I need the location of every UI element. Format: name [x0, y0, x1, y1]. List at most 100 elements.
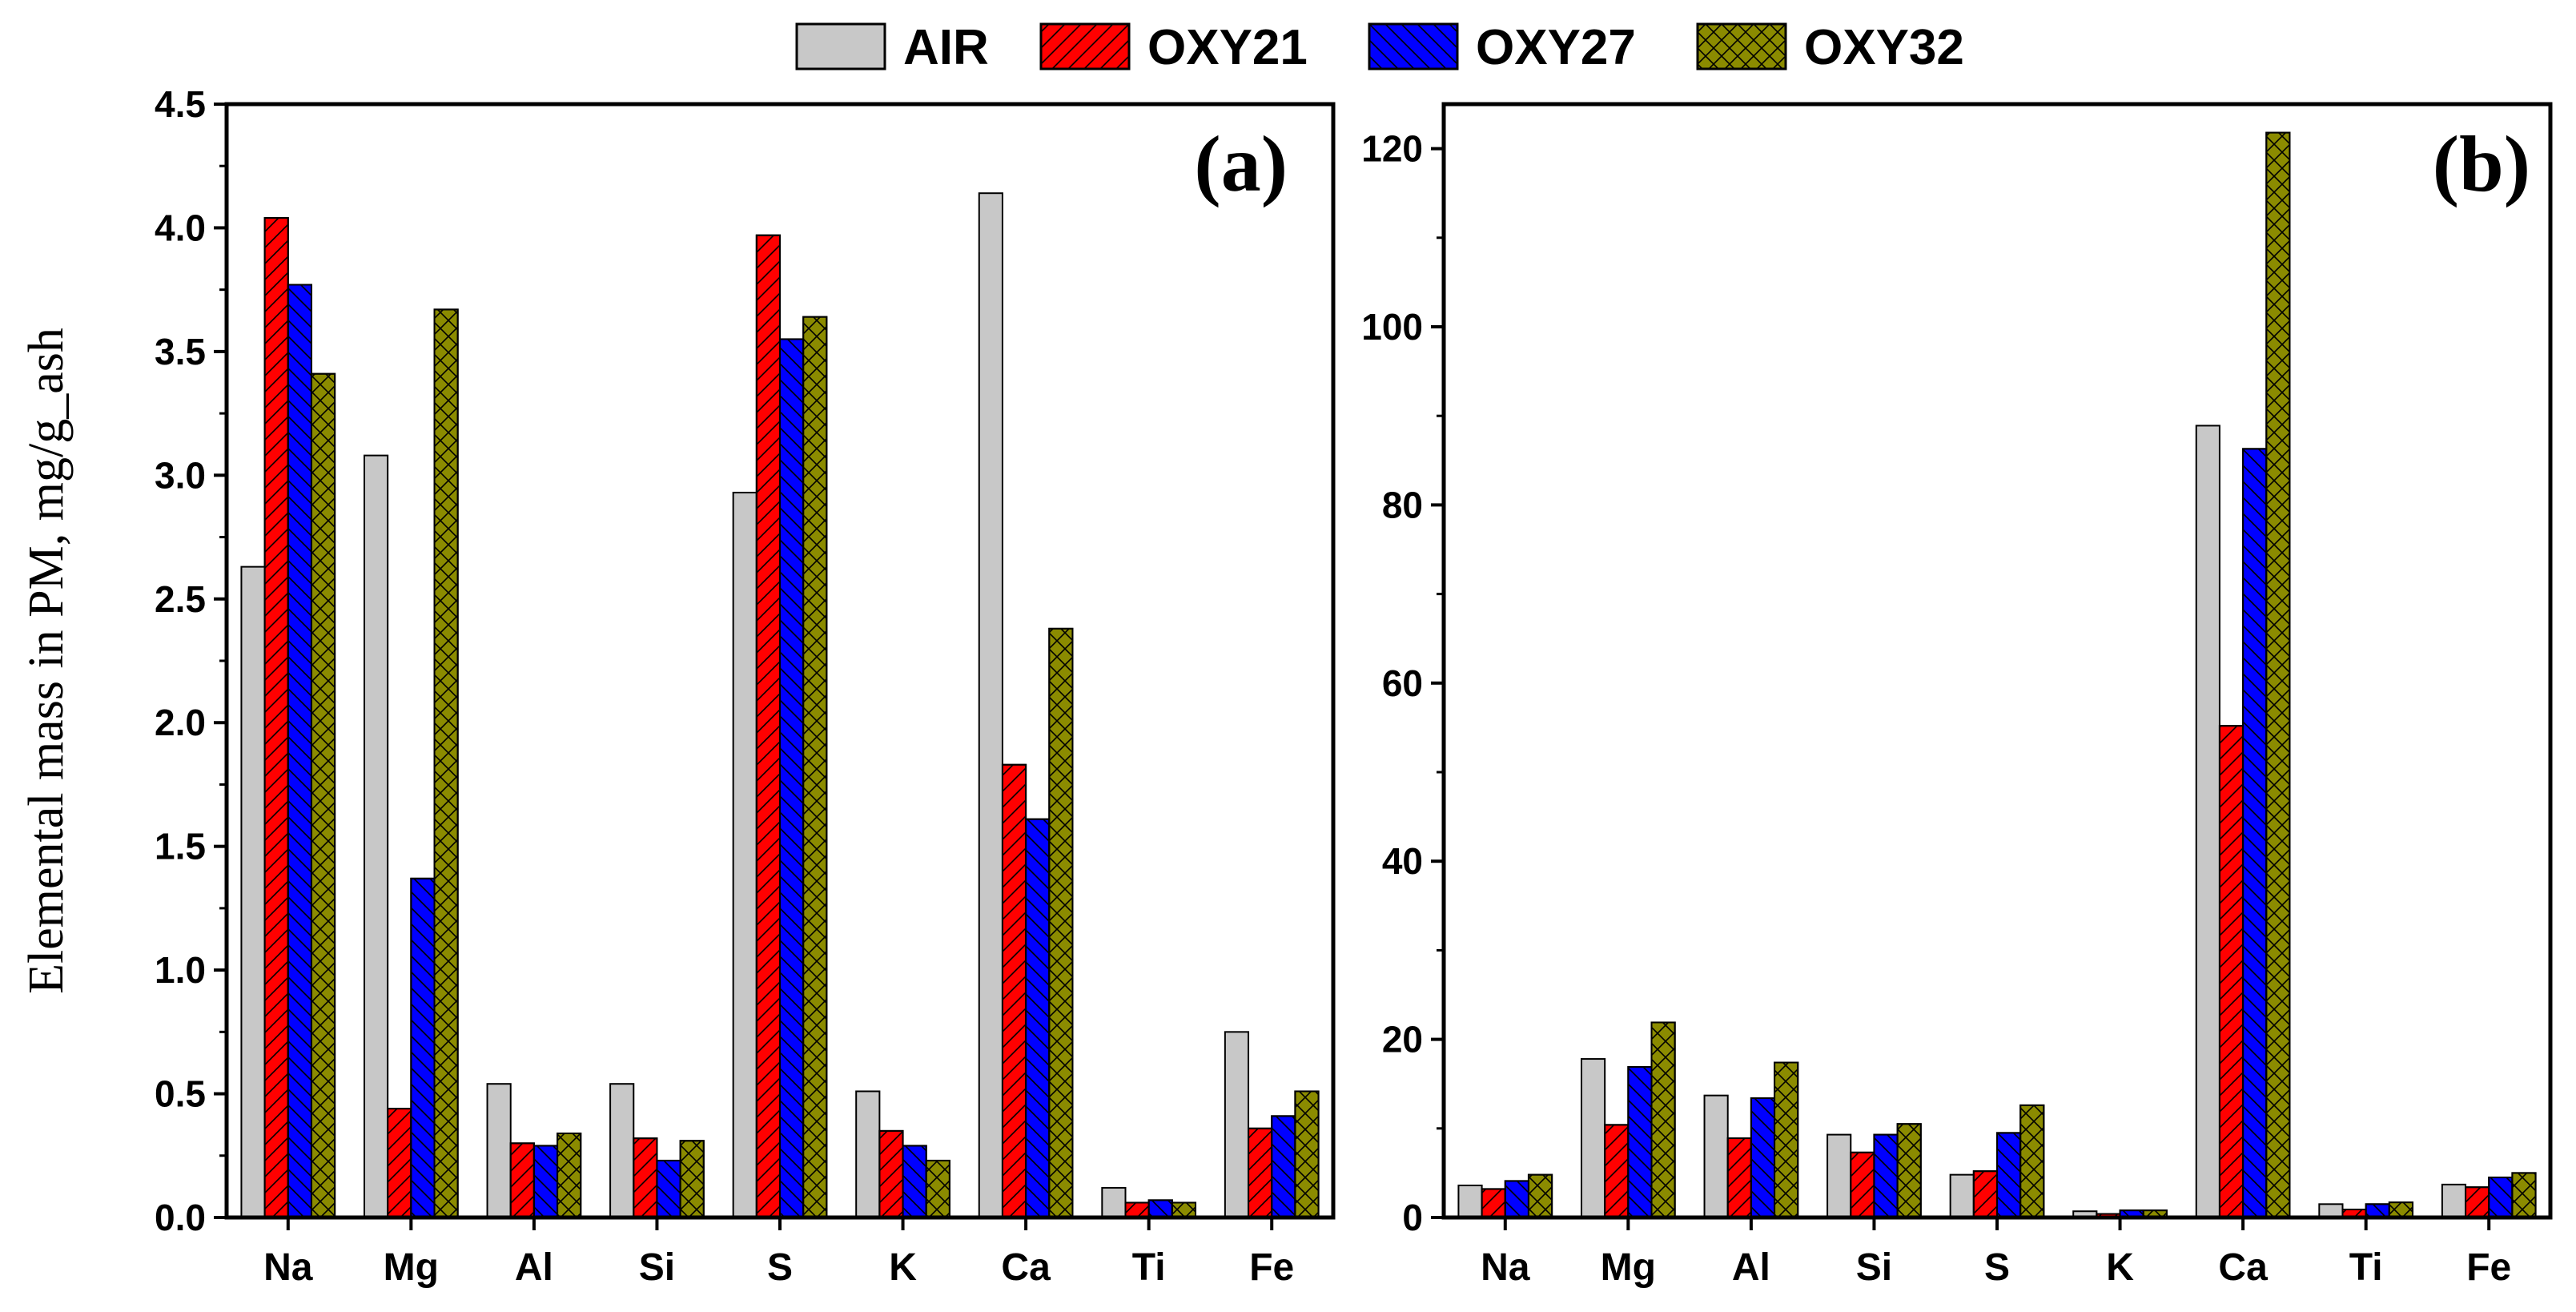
- y-tick-label-a-3-0: 3.0: [155, 454, 206, 496]
- bar-b-mg-oxy27-hatch: [1627, 1066, 1653, 1218]
- bar-b-na-oxy27-hatch: [1504, 1180, 1529, 1219]
- bar-a-al-oxy27-hatch: [532, 1145, 559, 1219]
- y-tick-label-b-0: 0: [1402, 1197, 1423, 1238]
- x-ticks-panel-a: Na Mg Al Si S K Ca Ti Fe: [263, 1217, 1294, 1289]
- bar-a-k-oxy27-hatch: [902, 1145, 927, 1219]
- bar-a-k-air: [855, 1090, 881, 1218]
- y-tick-label-a-1-0: 1.0: [155, 949, 206, 991]
- bar-b-na-air: [1457, 1184, 1483, 1218]
- x-tick-label-b-fe: Fe: [2466, 1246, 2511, 1289]
- bar-a-na-oxy32-hatch: [310, 372, 336, 1219]
- y-tick-label-a-2-5: 2.5: [155, 578, 206, 620]
- y-ticks-panel-b: 0 20 40 60 80 100 120: [1361, 128, 1444, 1238]
- x-tick-label-b-ca: Ca: [2218, 1246, 2268, 1289]
- bar-b-na-oxy32-hatch: [1527, 1173, 1553, 1218]
- bar-b-al-oxy21-hatch: [1726, 1137, 1752, 1219]
- bar-b-mg-air: [1580, 1058, 1606, 1219]
- bar-a-fe-air: [1224, 1031, 1250, 1218]
- x-tick-label-a-s: S: [767, 1246, 793, 1289]
- bar-b-s-oxy21-hatch: [1972, 1170, 1999, 1219]
- bar-b-ca-oxy27-hatch: [2242, 448, 2268, 1218]
- bar-b-si-air: [1827, 1133, 1852, 1218]
- bar-b-al-air: [1703, 1094, 1729, 1219]
- x-tick-label-a-mg: Mg: [384, 1246, 439, 1289]
- x-tick-label-b-k: K: [2106, 1246, 2134, 1289]
- bar-a-mg-oxy27-hatch: [410, 877, 436, 1218]
- bar-a-al-oxy21-hatch: [509, 1142, 535, 1218]
- bar-a-mg-oxy32-hatch: [433, 308, 459, 1218]
- bar-b-fe-air: [2441, 1183, 2467, 1218]
- bar-b-ca-air: [2195, 425, 2220, 1218]
- bar-b-s-oxy27-hatch: [1996, 1132, 2022, 1218]
- y-tick-label-b-60: 60: [1382, 662, 1423, 704]
- bar-b-mg-oxy21-hatch: [1604, 1124, 1630, 1218]
- bar-a-na-oxy21-hatch: [263, 217, 289, 1219]
- x-tick-label-a-k: K: [889, 1246, 917, 1289]
- bar-b-na-oxy21-hatch: [1481, 1188, 1506, 1219]
- bar-a-na-oxy27-hatch: [287, 284, 312, 1218]
- bar-a-si-oxy32-hatch: [679, 1140, 705, 1218]
- bar-a-k-oxy21-hatch: [878, 1129, 904, 1219]
- x-tick-label-a-si: Si: [639, 1246, 675, 1289]
- legend-swatch-oxy32-hatch: [1696, 22, 1787, 70]
- y-tick-label-b-80: 80: [1382, 484, 1423, 525]
- y-tick-label-b-20: 20: [1382, 1019, 1423, 1060]
- bar-b-s-air: [1949, 1173, 1975, 1218]
- y-tick-label-a-4-5: 4.5: [155, 83, 206, 125]
- bar-b-ti-oxy27-hatch: [2365, 1203, 2390, 1218]
- x-tick-label-a-ti: Ti: [1132, 1246, 1166, 1289]
- x-tick-label-a-fe: Fe: [1249, 1246, 1294, 1289]
- bar-a-si-oxy27-hatch: [656, 1159, 681, 1218]
- bar-a-si-air: [609, 1083, 635, 1218]
- y-tick-label-b-100: 100: [1361, 306, 1423, 348]
- bar-a-al-oxy32-hatch: [557, 1132, 582, 1218]
- bar-a-fe-oxy32-hatch: [1294, 1090, 1320, 1218]
- bar-a-ca-oxy27-hatch: [1025, 818, 1051, 1218]
- bar-a-s-oxy32-hatch: [802, 316, 828, 1218]
- x-tick-label-b-s: S: [1984, 1246, 2010, 1289]
- bar-a-ti-oxy32-hatch: [1171, 1201, 1197, 1218]
- y-tick-label-a-3-5: 3.5: [155, 331, 206, 372]
- bar-b-fe-oxy27-hatch: [2488, 1176, 2514, 1218]
- x-tick-label-a-ca: Ca: [1001, 1246, 1051, 1289]
- y-tick-label-a-0-0: 0.0: [155, 1197, 206, 1238]
- x-tick-label-b-mg: Mg: [1601, 1246, 1656, 1289]
- x-tick-label-a-al: Al: [515, 1246, 553, 1289]
- bar-b-ca-oxy32-hatch: [2265, 131, 2291, 1219]
- bar-b-ca-oxy21-hatch: [2218, 725, 2244, 1218]
- bar-b-al-oxy32-hatch: [1774, 1061, 1799, 1219]
- bar-b-mg-oxy32-hatch: [1650, 1021, 1676, 1218]
- y-tick-label-b-40: 40: [1382, 840, 1423, 882]
- x-tick-label-b-si: Si: [1856, 1246, 1892, 1289]
- bar-a-ti-oxy21-hatch: [1124, 1201, 1150, 1218]
- x-tick-label-b-al: Al: [1732, 1246, 1770, 1289]
- bar-a-na-air: [240, 565, 266, 1218]
- panel-label-b: (b): [2433, 119, 2530, 208]
- y-axis-label: Elemental mass in PM, mg/g_ash: [19, 328, 74, 994]
- legend-label-oxy32: OXY32: [1804, 20, 1964, 75]
- legend-swatch-oxy21-hatch: [1039, 22, 1131, 70]
- x-ticks-panel-b: Na Mg Al Si S K Ca Ti Fe: [1481, 1217, 2511, 1289]
- bar-b-ti-air: [2318, 1203, 2344, 1218]
- bar-a-s-oxy21-hatch: [755, 234, 782, 1219]
- legend-item-oxy27: OXY27: [1368, 20, 1636, 75]
- y-tick-label-a-1-5: 1.5: [155, 826, 206, 867]
- bar-a-ti-oxy27-hatch: [1147, 1199, 1173, 1219]
- bar-a-fe-oxy21-hatch: [1248, 1127, 1273, 1219]
- chart-panel-a: 0.0 0.5 1.0 1.5 2.0 2.5 3.0 3.5 4.0 4.5 Na Mg Al Si S…: [155, 83, 1336, 1289]
- bar-a-ca-oxy21-hatch: [1001, 763, 1027, 1218]
- bar-b-fe-oxy32-hatch: [2511, 1172, 2537, 1219]
- bar-b-fe-oxy21-hatch: [2465, 1186, 2490, 1218]
- bar-a-ti-air: [1101, 1186, 1127, 1219]
- y-tick-label-a-0-5: 0.5: [155, 1073, 206, 1115]
- bar-b-al-oxy27-hatch: [1750, 1097, 1776, 1218]
- legend-label-air: AIR: [903, 20, 989, 75]
- bar-a-ca-oxy32-hatch: [1048, 627, 1074, 1218]
- panel-label-a: (a): [1194, 119, 1288, 208]
- x-tick-label-b-na: Na: [1481, 1246, 1530, 1289]
- legend-swatch-oxy27-hatch: [1368, 22, 1459, 70]
- legend-item-air: AIR: [795, 20, 989, 75]
- legend-swatch-air: [795, 22, 886, 70]
- y-tick-label-a-4-0: 4.0: [155, 207, 206, 248]
